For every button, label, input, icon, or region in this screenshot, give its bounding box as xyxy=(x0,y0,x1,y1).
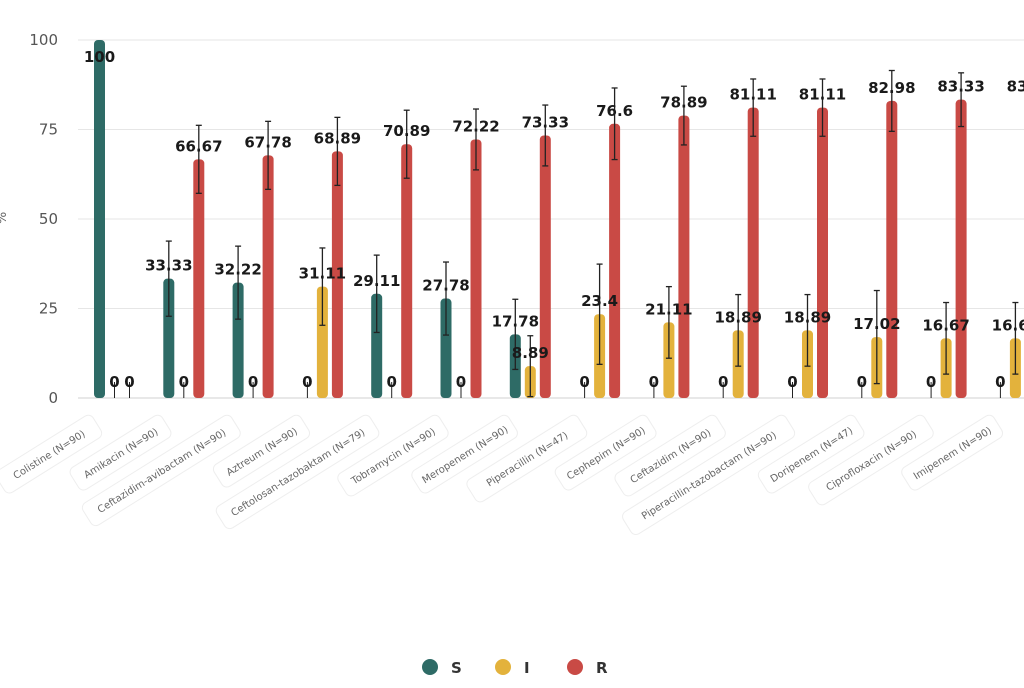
data-label-r: 72.22 xyxy=(452,117,499,135)
data-label-i: 31.11 xyxy=(299,265,346,283)
data-label-r: 81.11 xyxy=(799,86,846,104)
bar-r xyxy=(609,123,621,398)
category-label-box xyxy=(614,414,726,497)
bar-r xyxy=(955,99,967,399)
bar-r xyxy=(747,107,759,399)
data-label-i: 21.11 xyxy=(645,300,692,318)
data-label-r: 83.33 xyxy=(1007,78,1024,96)
data-label-r: 83.33 xyxy=(937,78,984,96)
data-label-r: 66.67 xyxy=(175,137,222,155)
bar-r xyxy=(539,135,551,398)
data-label-s: 0 xyxy=(857,373,867,391)
data-label-s: 0 xyxy=(579,373,589,391)
category-label-box xyxy=(337,414,449,497)
data-label-r: 81.11 xyxy=(729,86,776,104)
data-label-i: 0 xyxy=(248,373,258,391)
category-label-box xyxy=(215,414,380,530)
y-tick-label: 25 xyxy=(39,300,58,318)
data-label-i: 0 xyxy=(109,373,119,391)
bar-s xyxy=(440,298,452,398)
category-label-box xyxy=(0,414,103,494)
bar-r xyxy=(470,139,482,398)
data-label-r: 76.6 xyxy=(596,102,633,120)
category-label-box xyxy=(466,414,588,503)
legend-swatch-i xyxy=(495,659,511,675)
category-labels: Colistine (N=90)Amikacin (N=90)Ceftazidi… xyxy=(0,414,1004,536)
error-bars xyxy=(114,69,1019,398)
data-label-s: 29.11 xyxy=(353,272,400,290)
data-label-r: 82.98 xyxy=(868,79,915,97)
bar-r xyxy=(817,107,828,399)
data-label-i: 0 xyxy=(456,373,466,391)
data-label-s: 100 xyxy=(84,48,115,66)
y-tick-label: 0 xyxy=(48,389,58,407)
data-label-s: 0 xyxy=(302,373,312,391)
bar-r xyxy=(193,159,205,398)
data-label-s: 33.33 xyxy=(145,257,192,275)
data-label-s: 0 xyxy=(926,373,936,391)
data-label-i: 18.89 xyxy=(784,308,831,326)
legend-label-s: S xyxy=(451,659,462,677)
bar-s xyxy=(94,40,105,398)
bar-i xyxy=(663,322,675,398)
data-label-s: 27.78 xyxy=(422,277,469,295)
data-label-r: 0 xyxy=(124,373,134,391)
data-label-s: 0 xyxy=(787,373,797,391)
category-label-box xyxy=(212,414,311,488)
data-label-i: 23.4 xyxy=(581,292,618,310)
data-label-s: 0 xyxy=(649,373,659,391)
bar-s xyxy=(232,282,244,398)
y-tick-label: 100 xyxy=(29,31,58,49)
category-label-box xyxy=(808,414,934,506)
legend-swatch-s xyxy=(422,659,438,675)
data-label-i: 0 xyxy=(179,373,189,391)
category-label-box xyxy=(901,414,1004,491)
bar-r xyxy=(401,144,413,398)
data-label-r: 68.89 xyxy=(314,129,361,147)
data-label-s: 32.22 xyxy=(214,261,261,279)
data-label-r: 78.89 xyxy=(660,94,707,112)
data-label-i: 16.67 xyxy=(992,316,1024,334)
data-label-i: 0 xyxy=(386,373,396,391)
bars xyxy=(94,40,1021,399)
category-label-box xyxy=(622,414,796,536)
data-label-i: 18.89 xyxy=(714,308,761,326)
data-label-i: 16.67 xyxy=(922,316,969,334)
y-axis-label: % xyxy=(0,212,10,224)
category-label-box xyxy=(757,414,865,494)
category-label-box xyxy=(554,414,657,491)
data-label-i: 17.02 xyxy=(853,315,900,333)
y-tick-label: 75 xyxy=(39,121,58,139)
bar-i xyxy=(316,286,328,398)
y-tick-label: 50 xyxy=(39,210,58,228)
bar-r xyxy=(331,151,343,398)
category-label-box xyxy=(411,414,518,494)
legend-label-i: I xyxy=(524,659,530,677)
data-label-r: 73.33 xyxy=(522,113,569,131)
bar-s xyxy=(163,278,175,398)
data-label-s: 0 xyxy=(995,373,1005,391)
legend-label-r: R xyxy=(596,659,608,677)
category-label-box xyxy=(69,414,172,491)
y-axis-ticks: 0 25 50 75 100 xyxy=(29,31,58,407)
category-label-box xyxy=(81,414,241,527)
legend-swatch-r xyxy=(567,659,583,675)
data-label-s: 17.78 xyxy=(492,312,539,330)
data-label-i: 8.89 xyxy=(512,344,549,362)
bar-s xyxy=(371,293,383,398)
bar-r xyxy=(886,100,898,398)
data-label-r: 67.78 xyxy=(244,133,291,151)
bar-r xyxy=(262,155,274,398)
data-label-r: 70.89 xyxy=(383,122,430,140)
data-label-s: 0 xyxy=(718,373,728,391)
bar-r xyxy=(678,115,690,399)
